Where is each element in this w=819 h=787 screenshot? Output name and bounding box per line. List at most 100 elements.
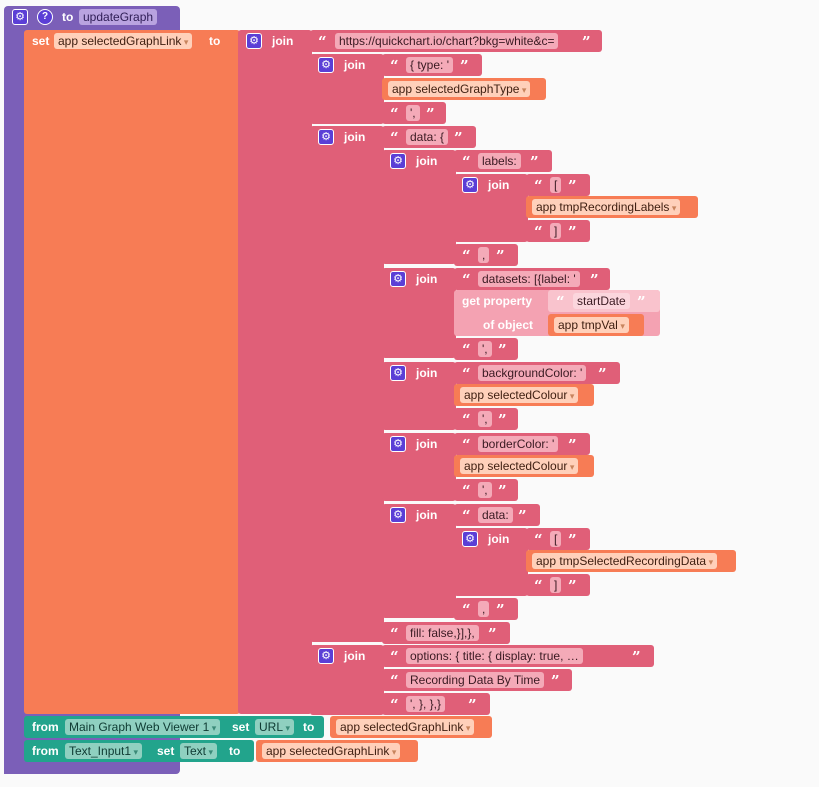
text-quote-comma[interactable]: ', xyxy=(406,105,420,121)
text-quote-comma-3[interactable]: ', xyxy=(478,411,492,427)
quote-open-icon: “ xyxy=(462,507,471,525)
quote-open-icon: “ xyxy=(390,648,399,666)
procedure-name-field[interactable]: updateGraph xyxy=(79,9,158,25)
text-title[interactable]: Recording Data By Time xyxy=(406,672,545,688)
text-labels[interactable]: labels: xyxy=(478,153,521,169)
quote-open-icon: “ xyxy=(462,341,471,359)
procedure-gear-icon[interactable]: ⚙ xyxy=(12,9,28,25)
quote-close-icon: ” xyxy=(568,177,577,195)
quote-close-icon: ” xyxy=(488,625,497,643)
join-labels-gear-icon[interactable]: ⚙ xyxy=(390,153,406,169)
text-start-date[interactable]: startDate xyxy=(573,293,630,309)
procedure-spine xyxy=(4,30,24,774)
getter-recording-labels[interactable]: app tmpRecordingLabels xyxy=(532,199,681,215)
quote-open-icon: “ xyxy=(462,153,471,171)
text-quote-comma-2[interactable]: ', xyxy=(478,341,492,357)
join-labels-label: join xyxy=(416,154,438,168)
join-border-gear-icon[interactable]: ⚙ xyxy=(390,436,406,452)
text-url[interactable]: https://quickchart.io/chart?bkg=white&c= xyxy=(335,33,559,49)
join-datasets-label: join xyxy=(416,272,438,286)
join-block-dataset-data[interactable] xyxy=(382,504,456,618)
text-data-open[interactable]: data: { xyxy=(406,129,449,145)
join-outer-label: join xyxy=(272,34,294,48)
join-block-labels[interactable] xyxy=(382,150,456,264)
help-icon[interactable]: ? xyxy=(37,9,53,25)
join-data-array-gear-icon[interactable]: ⚙ xyxy=(462,531,478,547)
join-options-label: join xyxy=(344,649,366,663)
quote-close-icon: ” xyxy=(568,223,577,241)
getter-selected-colour-2[interactable]: app selectedColour xyxy=(460,458,579,474)
text-comma-2[interactable]: , xyxy=(478,601,490,617)
quote-close-icon: ” xyxy=(498,341,507,359)
web-viewer-component-dropdown[interactable]: Main Graph Web Viewer 1 xyxy=(65,719,221,735)
join-bg-gear-icon[interactable]: ⚙ xyxy=(390,365,406,381)
join-data-label: join xyxy=(344,130,366,144)
getter-recording-data[interactable]: app tmpSelectedRecordingData xyxy=(532,553,718,569)
set-variable-dropdown[interactable]: app selectedGraphLink xyxy=(54,33,193,49)
set-label: set xyxy=(32,34,50,48)
join-outer-gear-icon[interactable]: ⚙ xyxy=(246,33,262,49)
set-variable-block[interactable] xyxy=(24,30,240,714)
text-comma[interactable]: , xyxy=(478,247,490,263)
set-label-3: set xyxy=(157,744,175,758)
quote-close-icon: ” xyxy=(496,247,505,265)
quote-open-icon: “ xyxy=(462,601,471,619)
text-datasets[interactable]: datasets: [{label: ' xyxy=(478,271,580,287)
text-closing[interactable]: ', }, },} xyxy=(406,696,445,712)
quote-close-icon: ” xyxy=(637,293,646,311)
get-property-label: get property xyxy=(462,294,533,308)
quote-open-icon: “ xyxy=(390,672,399,690)
join-options-gear-icon[interactable]: ⚙ xyxy=(318,648,334,664)
quote-close-icon: ” xyxy=(498,411,507,429)
getter-tmp-val[interactable]: app tmpVal xyxy=(554,317,629,333)
text-input-component-dropdown[interactable]: Text_Input1 xyxy=(65,743,143,759)
procedure-to-label: to xyxy=(62,10,74,24)
url-property-dropdown[interactable]: URL xyxy=(255,719,295,735)
quote-open-icon: “ xyxy=(318,33,327,51)
join-block-outer[interactable] xyxy=(238,30,312,714)
quote-close-icon: ” xyxy=(568,577,577,595)
quote-open-icon: “ xyxy=(390,105,399,123)
quote-open-icon: “ xyxy=(534,577,543,595)
text-background-color[interactable]: backgroundColor: ' xyxy=(478,365,587,381)
from-label-2: from xyxy=(32,744,59,758)
quote-open-icon: “ xyxy=(462,365,471,383)
join-labels-array-gear-icon[interactable]: ⚙ xyxy=(462,177,478,193)
to-label-2: to xyxy=(303,720,315,734)
quote-close-icon: ” xyxy=(460,57,469,75)
text-type-open[interactable]: { type: ' xyxy=(406,57,453,73)
join-bg-label: join xyxy=(416,366,438,380)
quote-open-icon: “ xyxy=(462,436,471,454)
text-border-color[interactable]: borderColor: ' xyxy=(478,436,559,452)
join-block-data[interactable] xyxy=(310,126,384,642)
quote-open-icon: “ xyxy=(462,271,471,289)
quote-close-icon: ” xyxy=(426,105,435,123)
text-data-key[interactable]: data: xyxy=(478,507,513,523)
set-label-2: set xyxy=(232,720,250,734)
quote-open-icon: “ xyxy=(390,696,399,714)
quote-close-icon: ” xyxy=(551,672,560,690)
text-bracket-open[interactable]: [ xyxy=(550,177,562,193)
join-labels-array-label: join xyxy=(488,178,510,192)
text-bracket-close-2[interactable]: ] xyxy=(550,577,562,593)
getter-graph-type[interactable]: app selectedGraphType xyxy=(388,81,531,97)
text-bracket-open-2[interactable]: [ xyxy=(550,531,562,547)
join-data-array-label: join xyxy=(488,532,510,546)
quote-open-icon: “ xyxy=(390,57,399,75)
text-fill[interactable]: fill: false,}],}, xyxy=(406,625,479,641)
join-dataset-data-gear-icon[interactable]: ⚙ xyxy=(390,507,406,523)
getter-graph-link-2[interactable]: app selectedGraphLink xyxy=(262,743,401,759)
of-object-label: of object xyxy=(483,318,533,332)
join-type-gear-icon[interactable]: ⚙ xyxy=(318,57,334,73)
text-bracket-close[interactable]: ] xyxy=(550,223,562,239)
text-options[interactable]: options: { title: { display: true, … xyxy=(406,648,583,664)
join-datasets-gear-icon[interactable]: ⚙ xyxy=(390,271,406,287)
getter-graph-link-1[interactable]: app selectedGraphLink xyxy=(336,719,475,735)
join-data-gear-icon[interactable]: ⚙ xyxy=(318,129,334,145)
text-quote-comma-4[interactable]: ', xyxy=(478,482,492,498)
getter-selected-colour-1[interactable]: app selectedColour xyxy=(460,387,579,403)
quote-close-icon: ” xyxy=(496,601,505,619)
quote-close-icon: ” xyxy=(568,531,577,549)
quote-open-icon: “ xyxy=(462,247,471,265)
text-property-dropdown[interactable]: Text xyxy=(180,743,218,759)
